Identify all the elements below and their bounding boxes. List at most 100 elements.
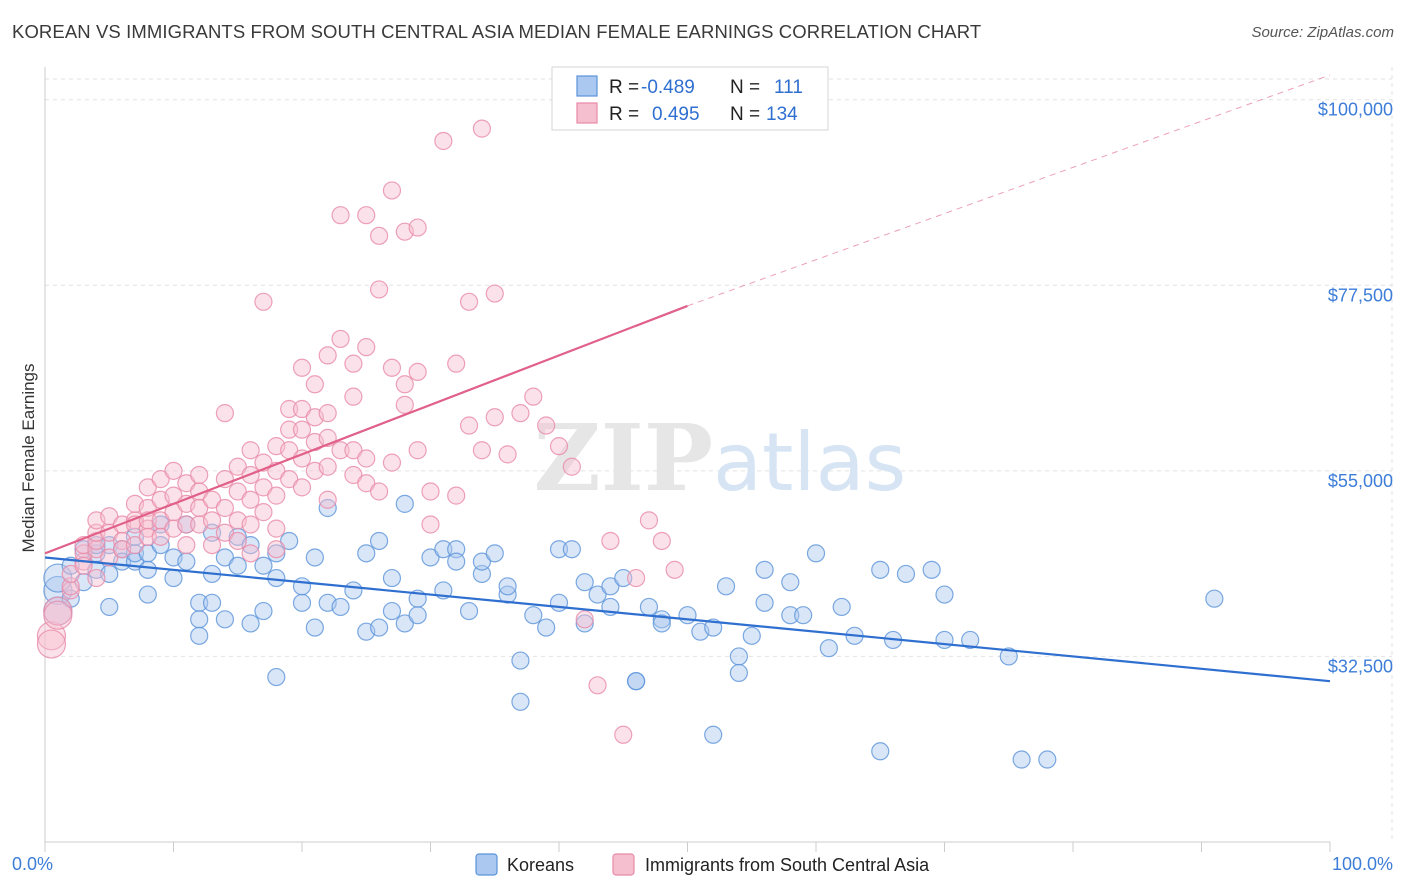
x-tick-label-1: 100.0% [1332, 854, 1393, 874]
immigrant-point-62 [241, 544, 260, 563]
immigrant-point-103 [370, 482, 389, 501]
immigrant-point-41 [177, 515, 196, 534]
korean-point-59 [395, 494, 414, 513]
korean-point-43 [267, 667, 286, 687]
korean-point-45 [292, 593, 312, 612]
immigrant-point-3 [43, 600, 73, 630]
immigrant-point-130 [575, 610, 594, 629]
legend-n-value-koreans: 111 [774, 77, 803, 98]
korean-point-66 [447, 540, 466, 559]
immigrant-point-132 [601, 531, 620, 551]
immigrant-point-119 [459, 416, 479, 435]
korean-point-41 [267, 544, 286, 563]
immigrant-point-106 [382, 453, 402, 472]
immigrant-point-48 [202, 511, 222, 530]
korean-point-36 [228, 556, 247, 575]
immigrant-point-98 [357, 338, 376, 357]
immigrant-point-29 [138, 527, 157, 546]
immigrant-point-125 [511, 404, 530, 423]
korean-point-44 [280, 531, 299, 551]
korean-point-75 [511, 692, 530, 711]
immigrant-point-105 [382, 358, 402, 377]
immigrant-point-78 [292, 420, 312, 439]
immigrant-point-124 [498, 445, 517, 464]
korean-point-114 [935, 630, 954, 650]
korean-point-32 [202, 593, 222, 612]
korean-point-56 [370, 531, 389, 551]
y-tick-label-1: $55,000 [1328, 471, 1393, 491]
axes [44, 67, 1331, 852]
immigrant-point-61 [241, 515, 260, 534]
immigrant-point-93 [344, 354, 363, 373]
korean-point-52 [344, 581, 363, 600]
korean-point-92 [678, 606, 697, 625]
korean-point-79 [549, 540, 569, 559]
korean-point-118 [1012, 750, 1031, 769]
source-label: Source: ZipAtlas.com [1251, 24, 1394, 41]
immigrant-point-63 [254, 292, 273, 311]
korean-point-105 [806, 544, 826, 563]
immigrant-point-126 [524, 387, 543, 406]
immigrant-point-60 [241, 490, 260, 509]
immigrant-point-71 [267, 540, 286, 559]
korean-point-67 [447, 552, 466, 571]
korean-point-104 [794, 606, 813, 625]
korean-point-71 [485, 544, 504, 563]
immigrant-point-121 [472, 441, 491, 460]
immigrant-point-70 [267, 519, 286, 538]
korean-point-120 [1205, 589, 1224, 608]
immigrant-point-116 [447, 354, 466, 373]
immigrant-point-102 [370, 280, 389, 299]
y-tick-label-3: $100,000 [1318, 100, 1393, 120]
korean-point-31 [202, 523, 222, 542]
immigrant-point-16 [100, 548, 119, 567]
korean-point-95 [704, 725, 723, 744]
korean-point-8 [87, 535, 106, 555]
korean-point-65 [434, 540, 453, 559]
legend-r-label-immigrants: R = [609, 104, 639, 125]
korean-point-48 [305, 548, 324, 567]
immigrant-trend-line [44, 304, 688, 555]
bottom-legend-swatch-koreans [475, 853, 498, 876]
korean-point-91 [652, 614, 671, 633]
immigrant-point-99 [357, 449, 376, 468]
top-legend: R = -0.489 N = 111 R = 0.495 N = 134 [551, 66, 829, 131]
korean-point-29 [190, 626, 209, 645]
korean-point-24 [164, 568, 183, 588]
x-tick-label-0: 0.0% [12, 854, 53, 874]
immigrant-point-73 [280, 420, 299, 439]
korean-point-110 [871, 742, 890, 761]
legend-swatch-koreans [576, 75, 598, 97]
watermark: ZIPatlas [534, 404, 907, 512]
y-tick-label-2: $77,500 [1328, 285, 1393, 305]
immigrant-point-66 [254, 503, 273, 522]
watermark-atlas: atlas [713, 416, 906, 509]
immigrant-point-91 [331, 329, 350, 349]
legend-n-label-immigrants: N = [730, 104, 760, 125]
korean-point-90 [652, 610, 671, 629]
immigrant-point-131 [588, 676, 607, 695]
immigrant-point-54 [228, 457, 247, 476]
immigrant-point-69 [267, 486, 286, 505]
korean-point-54 [357, 544, 376, 563]
watermark-zip: ZIP [534, 404, 713, 512]
korean-point-55 [370, 618, 389, 637]
immigrant-point-134 [626, 568, 646, 588]
korean-point-109 [871, 560, 890, 579]
bottom-legend-koreans: Koreans [507, 855, 574, 875]
immigrant-point-89 [318, 490, 337, 509]
korean-point-88 [626, 672, 646, 691]
bottom-legend: Koreans Immigrants from South Central As… [475, 853, 930, 876]
korean-point-37 [241, 614, 260, 633]
korean-point-77 [537, 618, 556, 637]
korean-trend-line [44, 556, 1331, 683]
immigrant-point-80 [292, 478, 312, 497]
chart-title: KOREAN VS IMMIGRANTS FROM SOUTH CENTRAL … [12, 21, 982, 42]
korean-point-60 [395, 614, 414, 633]
immigrant-point-127 [537, 416, 556, 435]
trend-lines [44, 74, 1331, 683]
korean-point-89 [639, 597, 659, 617]
korean-point-63 [421, 548, 440, 567]
immigrant-point-18 [100, 507, 119, 526]
